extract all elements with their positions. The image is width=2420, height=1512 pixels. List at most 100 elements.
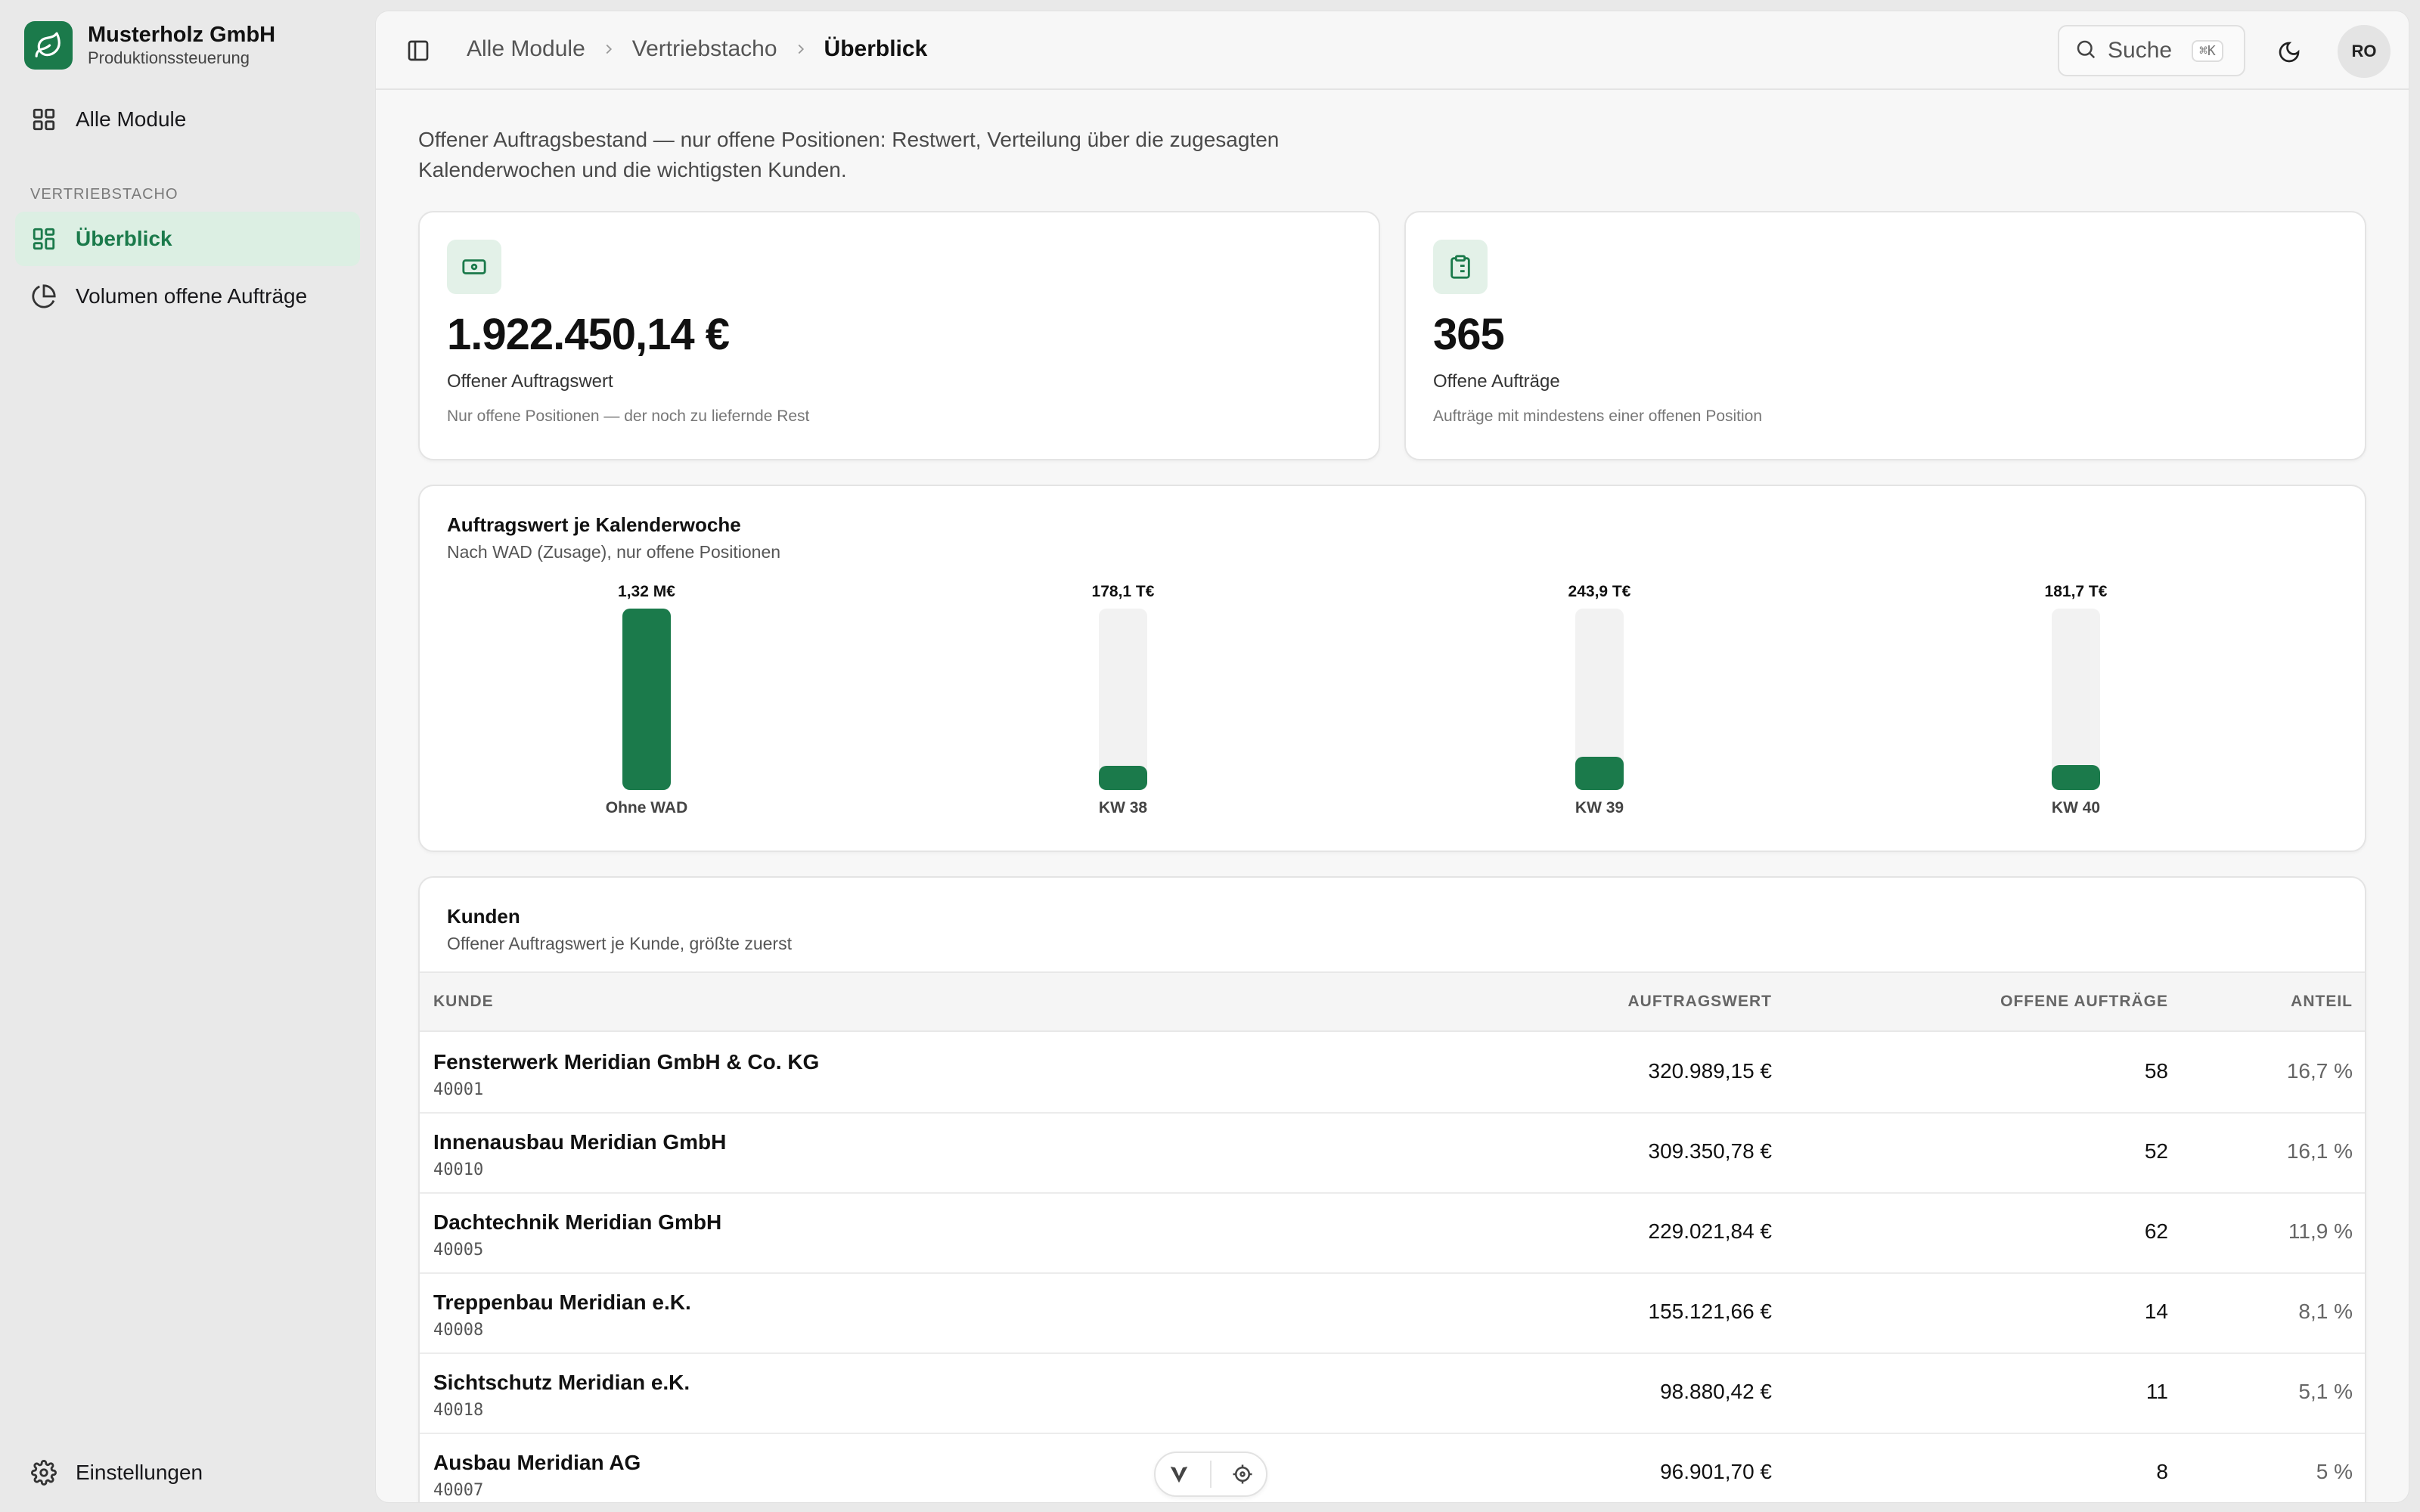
- customer-id: 40010: [433, 1160, 484, 1179]
- breadcrumb: Alle Module Vertriebstacho Überblick: [467, 34, 927, 64]
- customer-id: 40005: [433, 1241, 484, 1259]
- brand-name: Musterholz GmbH: [88, 23, 276, 47]
- breadcrumb-vertriebstacho[interactable]: Vertriebstacho: [631, 36, 777, 61]
- customer-share: 5 %: [2316, 1460, 2353, 1483]
- bar-value-label: 1,32 M€: [618, 583, 675, 600]
- customer-id: 40001: [433, 1080, 484, 1099]
- sidebar: Musterholz GmbH Produktionssteuerung All…: [0, 0, 375, 1512]
- crosshair-icon[interactable]: [1227, 1459, 1258, 1489]
- chevron-right-icon: [793, 41, 809, 57]
- bar-category-label: KW 39: [1575, 799, 1624, 816]
- customer-open-orders: 58: [2144, 1059, 2168, 1083]
- customer-order-value: 309.350,78 €: [1648, 1139, 1773, 1163]
- chart-title: Auftragswert je Kalenderwoche: [447, 513, 741, 536]
- bar-value-label: 178,1 T€: [1091, 583, 1155, 600]
- nav-settings[interactable]: Einstellungen: [15, 1445, 360, 1500]
- col-header-anteil[interactable]: ANTEIL: [2291, 993, 2353, 1010]
- bar-track: [622, 609, 671, 790]
- customer-open-orders: 14: [2144, 1300, 2168, 1323]
- nav-all-modules-label: Alle Module: [76, 107, 187, 131]
- chevron-right-icon: [600, 41, 617, 57]
- table-row[interactable]: Treppenbau Meridian e.K. 40008 155.121,66 …: [420, 1274, 2365, 1354]
- bar[interactable]: [622, 609, 671, 790]
- bar-value-label: 181,7 T€: [2044, 583, 2108, 600]
- dashboard-icon: [30, 225, 57, 253]
- customer-open-orders: 8: [2156, 1460, 2168, 1483]
- table-row[interactable]: Fensterwerk Meridian GmbH & Co. KG 40001 3…: [420, 1033, 2365, 1114]
- search-shortcut: ⌘K: [2192, 39, 2223, 62]
- nav-settings-label: Einstellungen: [76, 1461, 203, 1484]
- customer-name: Treppenbau Meridian e.K.: [433, 1290, 691, 1314]
- topbar: Alle Module Vertriebstacho Überblick Suc…: [376, 11, 2409, 90]
- customer-share: 16,7 %: [2286, 1059, 2353, 1083]
- customers-subtitle: Offener Auftragswert je Kunde, größte zu…: [447, 934, 792, 953]
- table-row[interactable]: Dachtechnik Meridian GmbH 40005 229.021,84…: [420, 1194, 2365, 1274]
- main-panel: Alle Module Vertriebstacho Überblick Suc…: [375, 11, 2409, 1503]
- kpi-label: Offener Auftragswert: [447, 371, 613, 392]
- search-button[interactable]: Suche ⌘K: [2058, 25, 2245, 76]
- kpi-card-order-value: 1.922.450,14 € Offener Auftragswert Nur …: [418, 211, 1380, 460]
- brand-subtitle: Produktionssteuerung: [88, 48, 250, 67]
- table-header: KUNDE AUFTRAGSWERT OFFENE AUFTRÄGE ANTEI…: [420, 971, 2365, 1032]
- leaf-icon: [24, 21, 73, 70]
- table-row[interactable]: Innenausbau Meridian GmbH 40010 309.350,78…: [420, 1114, 2365, 1194]
- customer-share: 5,1 %: [2298, 1380, 2353, 1403]
- customer-name: Dachtechnik Meridian GmbH: [433, 1210, 722, 1234]
- gear-icon: [30, 1459, 57, 1486]
- customer-order-value: 229.021,84 €: [1648, 1219, 1773, 1243]
- customer-order-value: 320.989,15 €: [1648, 1059, 1773, 1083]
- customer-id: 40018: [433, 1401, 484, 1420]
- nav-item-ueberblick-label: Überblick: [76, 227, 172, 250]
- bar[interactable]: [2052, 765, 2100, 790]
- table-row[interactable]: Sichtschutz Meridian e.K. 40018 98.880,42 …: [420, 1354, 2365, 1434]
- divider: [1209, 1461, 1212, 1488]
- kpi-label: Offene Aufträge: [1433, 371, 1560, 392]
- kpi-value: 1.922.450,14 €: [447, 310, 730, 359]
- kpi-note: Aufträge mit mindestens einer offenen Po…: [1433, 407, 1763, 425]
- moon-icon[interactable]: [2274, 37, 2304, 67]
- customer-name: Innenausbau Meridian GmbH: [433, 1130, 727, 1154]
- bar-track: [2052, 609, 2100, 790]
- pie-chart-icon: [30, 283, 57, 310]
- breadcrumb-all-modules[interactable]: Alle Module: [467, 36, 585, 61]
- customer-name: Fensterwerk Meridian GmbH & Co. KG: [433, 1050, 820, 1074]
- bar-column: 1,32 M€ Ohne WAD: [571, 577, 722, 819]
- bar-category-label: KW 38: [1098, 799, 1148, 816]
- nav-item-ueberblick[interactable]: Überblick: [15, 212, 360, 266]
- table-row[interactable]: Ausbau Meridian AG 40007 96.901,70 € 8 5 %: [420, 1434, 2365, 1502]
- sidebar-toggle-icon[interactable]: [405, 37, 432, 64]
- bar[interactable]: [1575, 757, 1624, 790]
- col-header-offene-auftraege[interactable]: OFFENE AUFTRÄGE: [2000, 993, 2168, 1010]
- banknote-icon: [447, 240, 501, 294]
- customer-name: Ausbau Meridian AG: [433, 1451, 641, 1474]
- customer-share: 11,9 %: [2288, 1219, 2353, 1243]
- bar-track: [1099, 609, 1147, 790]
- bar[interactable]: [1099, 766, 1147, 790]
- col-header-kunde[interactable]: KUNDE: [433, 993, 494, 1010]
- col-header-auftragswert[interactable]: AUFTRAGSWERT: [1627, 993, 1772, 1010]
- nav-item-volumen[interactable]: Volumen offene Aufträge: [15, 269, 360, 324]
- customer-order-value: 155.121,66 €: [1648, 1300, 1773, 1323]
- bar-track: [1575, 609, 1624, 790]
- vite-icon[interactable]: [1164, 1459, 1194, 1489]
- customer-open-orders: 52: [2144, 1139, 2168, 1163]
- dev-toolbar: [1154, 1452, 1267, 1497]
- bar-value-label: 243,9 T€: [1568, 583, 1631, 600]
- nav-all-modules[interactable]: Alle Module: [15, 92, 360, 147]
- customer-open-orders: 11: [2145, 1380, 2168, 1403]
- customers-title: Kunden: [447, 905, 520, 928]
- avatar[interactable]: RO: [2338, 25, 2391, 78]
- kpi-note: Nur offene Positionen — der noch zu lief…: [447, 407, 810, 425]
- bar-category-label: KW 40: [2051, 799, 2101, 816]
- customer-share: 8,1 %: [2298, 1300, 2353, 1323]
- customer-order-value: 98.880,42 €: [1660, 1380, 1772, 1403]
- kpi-value: 365: [1433, 310, 1505, 359]
- bar-column: 243,9 T€ KW 39: [1524, 577, 1675, 819]
- customers-card: Kunden Offener Auftragswert je Kunde, gr…: [418, 876, 2366, 1502]
- nav-item-volumen-label: Volumen offene Aufträge: [76, 284, 308, 308]
- brand[interactable]: Musterholz GmbH Produktionssteuerung: [24, 21, 275, 70]
- customer-id: 40007: [433, 1481, 484, 1500]
- bar-category-label: Ohne WAD: [605, 799, 688, 816]
- kpi-card-open-orders: 365 Offene Aufträge Aufträge mit mindest…: [1404, 211, 2366, 460]
- chart-subtitle: Nach WAD (Zusage), nur offene Positionen: [447, 542, 781, 562]
